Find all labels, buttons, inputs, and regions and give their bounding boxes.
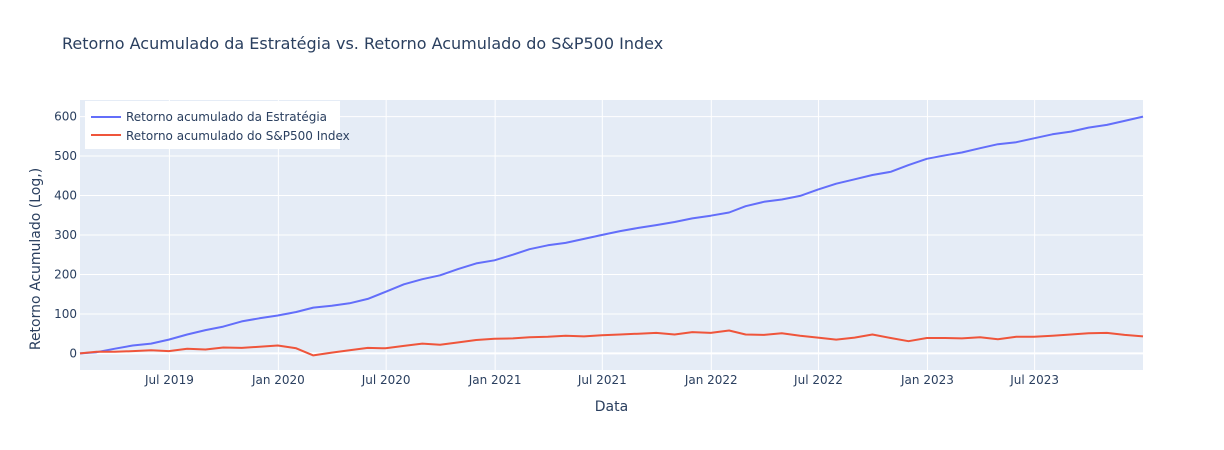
x-tick-label: Jan 2023 (900, 373, 954, 387)
x-tick-label: Jan 2021 (468, 373, 522, 387)
x-axis-ticks: Jul 2019 Jan 2020 Jul 2020 Jan 2021 Jul 2021… (144, 373, 1059, 387)
y-tick-label: 600 (54, 110, 77, 124)
y-tick-label: 200 (54, 267, 77, 281)
y-tick-label: 300 (54, 228, 77, 242)
y-tick-label: 100 (54, 307, 77, 321)
gridlines (80, 100, 1143, 370)
series-line-sp500[interactable] (79, 329, 1144, 357)
legend-label-strategy[interactable]: Retorno acumulado da Estratégia (126, 110, 327, 124)
series-lines[interactable] (79, 115, 1144, 357)
chart-title: Retorno Acumulado da Estratégia vs. Reto… (62, 34, 664, 53)
x-tick-label: Jul 2021 (577, 373, 627, 387)
x-tick-label: Jan 2020 (251, 373, 305, 387)
y-axis-title: Retorno Acumulado (Log,) (28, 168, 44, 350)
y-tick-label: 400 (54, 189, 77, 203)
x-tick-label: Jul 2022 (793, 373, 843, 387)
x-axis-title: Data (595, 399, 628, 415)
legend[interactable]: Retorno acumulado da Estratégia Retorno … (85, 101, 350, 149)
y-axis-ticks: 0 100 200 300 400 500 600 (54, 110, 77, 361)
x-tick-label: Jan 2022 (684, 373, 738, 387)
x-tick-label: Jul 2020 (361, 373, 411, 387)
series-line-strategy[interactable] (79, 115, 1144, 355)
legend-label-sp500[interactable]: Retorno acumulado do S&P500 Index (126, 129, 350, 143)
y-tick-label: 500 (54, 149, 77, 163)
x-tick-label: Jul 2023 (1009, 373, 1059, 387)
y-tick-label: 0 (69, 346, 77, 360)
legend-box (85, 101, 340, 149)
x-tick-label: Jul 2019 (144, 373, 194, 387)
